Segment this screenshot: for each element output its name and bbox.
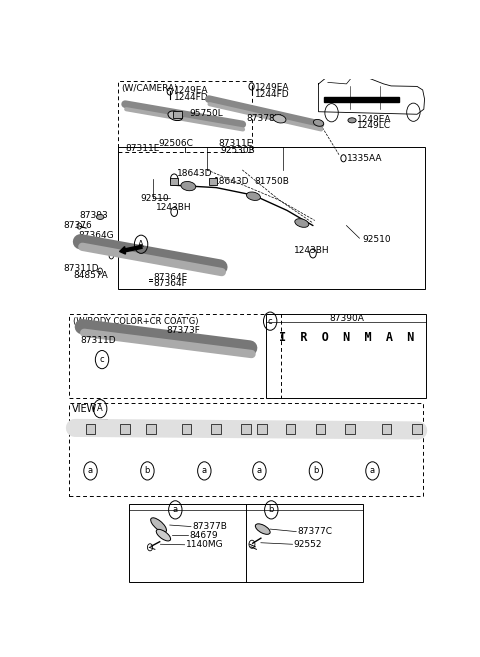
Text: 87390A: 87390A bbox=[329, 313, 364, 323]
Ellipse shape bbox=[273, 114, 286, 123]
Bar bbox=[209, 178, 217, 185]
Bar bbox=[170, 178, 178, 185]
Text: c: c bbox=[100, 355, 104, 364]
Bar bbox=[257, 424, 267, 434]
Text: a: a bbox=[88, 466, 93, 476]
Text: b: b bbox=[313, 466, 319, 476]
Bar bbox=[241, 424, 251, 434]
Bar bbox=[382, 424, 392, 434]
Ellipse shape bbox=[313, 120, 324, 126]
Bar bbox=[211, 424, 221, 434]
Text: 1249EA: 1249EA bbox=[173, 87, 208, 95]
Text: 92506C: 92506C bbox=[158, 139, 193, 148]
Text: 1249LC: 1249LC bbox=[357, 121, 391, 130]
Text: 92530B: 92530B bbox=[221, 146, 255, 155]
Text: 18643D: 18643D bbox=[215, 177, 250, 185]
Text: 92510: 92510 bbox=[362, 235, 391, 244]
Text: 92552: 92552 bbox=[294, 540, 322, 549]
Text: 1140MG: 1140MG bbox=[186, 540, 223, 549]
Text: 87376: 87376 bbox=[64, 221, 93, 230]
Bar bbox=[324, 97, 398, 102]
Text: 95750L: 95750L bbox=[190, 109, 223, 118]
Text: a: a bbox=[370, 466, 375, 476]
Ellipse shape bbox=[96, 214, 104, 219]
Text: 84952A: 84952A bbox=[114, 248, 149, 257]
Text: 87377B: 87377B bbox=[192, 522, 227, 531]
Bar bbox=[120, 424, 130, 434]
Text: 1244FD: 1244FD bbox=[173, 93, 208, 102]
Text: 87364G: 87364G bbox=[79, 231, 114, 240]
Bar bbox=[412, 424, 422, 434]
Text: 87377C: 87377C bbox=[297, 527, 332, 536]
Text: 87311E: 87311E bbox=[125, 144, 159, 153]
Bar bbox=[181, 424, 192, 434]
Text: 87393: 87393 bbox=[79, 211, 108, 220]
Text: 1244FD: 1244FD bbox=[255, 89, 290, 99]
Text: I  R  O  N  M  A  N: I R O N M A N bbox=[279, 331, 414, 344]
Ellipse shape bbox=[151, 518, 167, 532]
FancyArrow shape bbox=[120, 245, 142, 254]
Ellipse shape bbox=[255, 524, 270, 534]
Text: (W/CAMERA): (W/CAMERA) bbox=[121, 84, 178, 93]
Text: 87378V: 87378V bbox=[246, 114, 281, 123]
Text: 87364F: 87364F bbox=[153, 279, 187, 288]
Text: a: a bbox=[202, 466, 207, 476]
Text: A: A bbox=[97, 404, 103, 413]
Bar bbox=[146, 424, 156, 434]
Text: 81750B: 81750B bbox=[254, 177, 289, 185]
Text: 92510: 92510 bbox=[141, 194, 169, 203]
Text: 18643D: 18643D bbox=[177, 169, 213, 178]
Text: c: c bbox=[268, 317, 273, 326]
Text: (W/BODY COLOR+CR COAT'G): (W/BODY COLOR+CR COAT'G) bbox=[73, 317, 199, 326]
Ellipse shape bbox=[168, 111, 183, 121]
Text: 87311D: 87311D bbox=[81, 336, 116, 345]
Text: A: A bbox=[138, 240, 144, 249]
Bar bbox=[315, 424, 325, 434]
Ellipse shape bbox=[156, 530, 170, 541]
Text: 84857A: 84857A bbox=[73, 271, 108, 280]
Text: 84679: 84679 bbox=[190, 531, 218, 539]
Text: 1249EA: 1249EA bbox=[255, 83, 290, 92]
Ellipse shape bbox=[246, 192, 261, 200]
Bar bbox=[85, 424, 96, 434]
Text: b: b bbox=[269, 505, 274, 514]
Text: 87373F: 87373F bbox=[166, 326, 200, 335]
Text: 1243BH: 1243BH bbox=[294, 246, 330, 256]
Text: 87311D: 87311D bbox=[64, 264, 99, 273]
Text: b: b bbox=[145, 466, 150, 476]
Text: 1249EA: 1249EA bbox=[357, 115, 391, 124]
Text: 1335AA: 1335AA bbox=[347, 154, 383, 163]
Text: 1243BH: 1243BH bbox=[156, 204, 192, 212]
Text: VIEW: VIEW bbox=[72, 403, 97, 414]
Bar bbox=[286, 424, 296, 434]
Ellipse shape bbox=[181, 181, 196, 191]
Text: 87364E: 87364E bbox=[153, 273, 187, 282]
Bar bbox=[173, 111, 181, 118]
Bar bbox=[345, 424, 355, 434]
Ellipse shape bbox=[348, 118, 356, 123]
Ellipse shape bbox=[295, 219, 309, 227]
Text: a: a bbox=[173, 505, 178, 514]
Text: a: a bbox=[257, 466, 262, 476]
Text: 87311E: 87311E bbox=[218, 139, 252, 148]
